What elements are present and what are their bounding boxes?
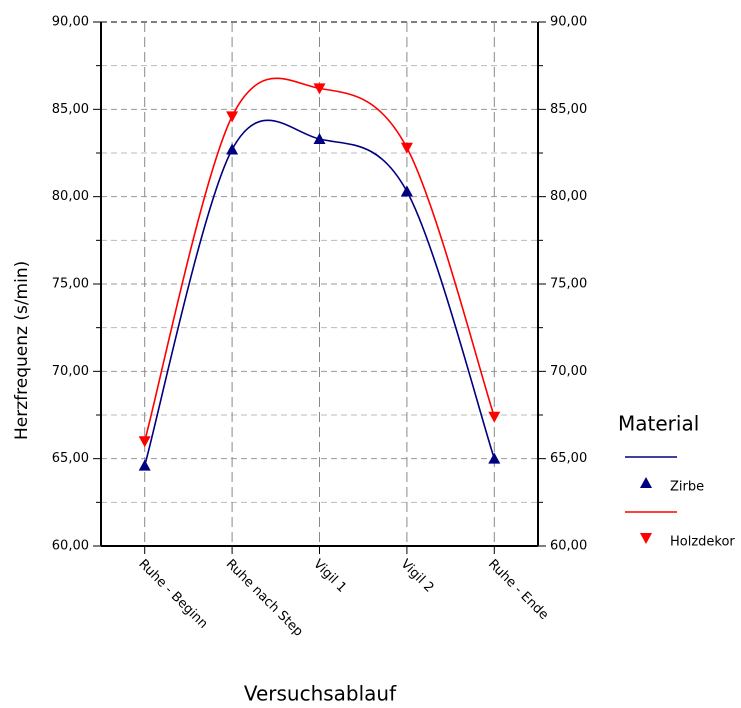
legend-label: Holzdekor bbox=[670, 535, 735, 550]
marker bbox=[313, 83, 326, 95]
x-tick-label: Vigil 1 bbox=[310, 557, 349, 596]
y-tick-label: 70,00 bbox=[52, 364, 89, 379]
y-axis-title: Herzfrequenz (s/min) bbox=[12, 261, 32, 440]
y-tick-label: 65,00 bbox=[52, 451, 89, 466]
x-tick-label: Ruhe - Ende bbox=[485, 557, 551, 623]
x-axis-title: Versuchsablauf bbox=[244, 682, 397, 706]
x-tick-label: Vigil 2 bbox=[398, 557, 437, 596]
marker bbox=[138, 436, 151, 448]
marker bbox=[226, 143, 239, 155]
y-tick-label: 90,00 bbox=[52, 15, 89, 30]
y-tick-label: 75,00 bbox=[52, 277, 89, 292]
y2-tick-label: 60,00 bbox=[550, 539, 587, 554]
marker bbox=[313, 133, 326, 145]
marker bbox=[400, 142, 413, 154]
y2-tick-label: 90,00 bbox=[550, 15, 587, 30]
y2-tick-label: 65,00 bbox=[550, 451, 587, 466]
x-tick-label: Ruhe - Beginn bbox=[135, 557, 210, 632]
x-tick-label: Ruhe nach Step bbox=[223, 557, 306, 640]
y2-tick-label: 85,00 bbox=[550, 102, 587, 117]
y-tick-label: 80,00 bbox=[52, 189, 89, 204]
y2-tick-label: 70,00 bbox=[550, 364, 587, 379]
legend-marker bbox=[640, 533, 652, 544]
legend-marker bbox=[640, 477, 652, 488]
marker bbox=[488, 411, 501, 423]
marker bbox=[400, 185, 413, 197]
y-tick-label: 85,00 bbox=[52, 102, 89, 117]
y2-tick-label: 75,00 bbox=[550, 277, 587, 292]
marker bbox=[488, 452, 501, 464]
legend-title: Material bbox=[618, 412, 699, 436]
legend-label: Zirbe bbox=[670, 480, 704, 495]
marker bbox=[138, 459, 151, 471]
series-line bbox=[143, 119, 496, 466]
y-tick-label: 60,00 bbox=[52, 539, 89, 554]
marker bbox=[226, 111, 239, 123]
y2-tick-label: 80,00 bbox=[550, 189, 587, 204]
